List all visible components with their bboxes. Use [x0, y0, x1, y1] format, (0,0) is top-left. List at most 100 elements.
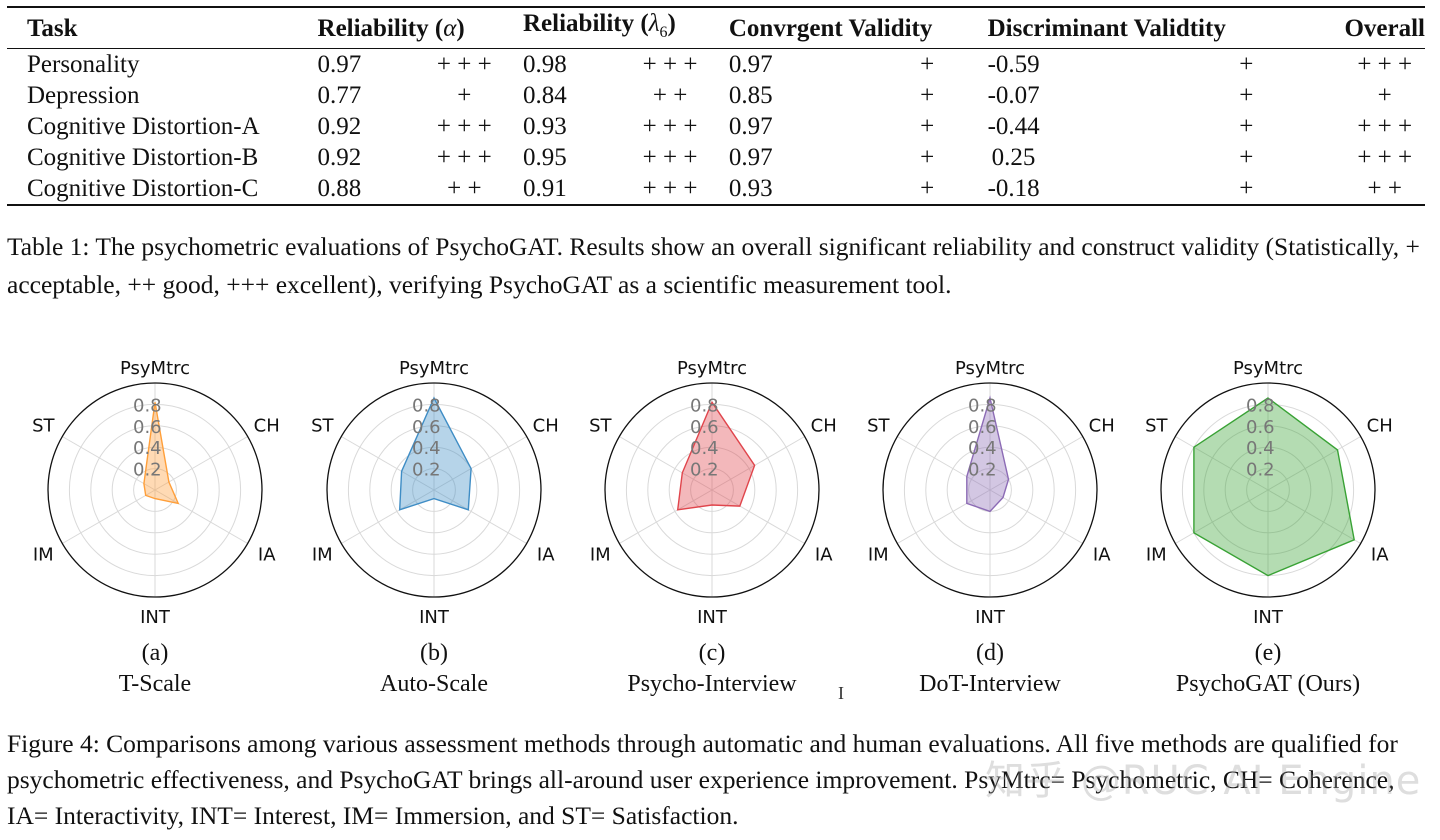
- radar-gridline: [1181, 403, 1355, 577]
- radar-frame: [47, 382, 263, 598]
- header-reliability-alpha: Reliability (α): [317, 14, 465, 42]
- radar-tick-label: 0.6: [690, 417, 719, 438]
- radar-series-c: [676, 400, 756, 511]
- radar-axis-label: IM: [590, 545, 611, 566]
- radar-chart-c: 0.20.40.60.8 PsyMtrc CH IA INT IM ST: [589, 358, 837, 628]
- radar-gridline: [369, 425, 499, 555]
- radar-axis-label: IM: [868, 545, 889, 566]
- cell-alpha: 0.97: [317, 51, 362, 78]
- radar-tick-label: 0.4: [1246, 438, 1275, 459]
- radar-spoke: [897, 489, 991, 544]
- subfigure-b-letter: (b): [420, 640, 448, 666]
- radar-tick-label: 0.8: [968, 395, 997, 416]
- radar-tick-label: 0.2: [133, 460, 162, 481]
- header-convergent: Convrgent Validity: [728, 14, 933, 42]
- radar-axis-label: CH: [811, 416, 837, 437]
- radar-chart-b: 0.20.40.60.8 PsyMtrc CH IA INT IM ST: [311, 358, 559, 628]
- table-row: Cognitive Distortion-A 0.92 + + + 0.93 +…: [7, 111, 1425, 142]
- radar-series-b: [398, 396, 472, 511]
- radar-spoke: [619, 489, 713, 544]
- cell-convergent-mark: +: [920, 51, 935, 78]
- radar-gridline: [925, 425, 1055, 555]
- radar-spoke: [711, 436, 805, 491]
- radar-tick-label: 0.8: [690, 395, 719, 416]
- radar-tick-label: 0.2: [968, 460, 997, 481]
- cell-overall: +: [1377, 82, 1392, 109]
- cell-lambda6: 0.91: [523, 175, 567, 202]
- table-row: Depression 0.77 + 0.84 + + 0.85 + -0.07 …: [7, 80, 1425, 111]
- radar-spoke: [1175, 489, 1269, 544]
- radar-axis-label: IM: [1146, 545, 1167, 566]
- cell-overall: + + +: [1357, 113, 1413, 140]
- cell-alpha: 0.88: [317, 175, 362, 202]
- cell-convergent: 0.85: [728, 82, 773, 109]
- radar-axis-label: PsyMtrc: [1233, 358, 1303, 379]
- cell-overall: + + +: [1357, 51, 1413, 78]
- cell-alpha: 0.92: [317, 144, 362, 171]
- radar-frame: [604, 382, 820, 598]
- header-reliability-lambda: Reliability (λ6): [523, 10, 676, 41]
- cell-alpha-mark: +: [457, 82, 472, 109]
- cell-discriminant: -0.59: [987, 51, 1040, 78]
- radar-tick-label: 0.6: [1246, 417, 1275, 438]
- radar-tick-label: 0.4: [690, 438, 719, 459]
- cell-alpha-mark: + + +: [436, 144, 492, 171]
- radar-axis-label: INT: [419, 607, 450, 628]
- radar-axis-label: INT: [140, 607, 171, 628]
- radar-axis-label: CH: [533, 416, 559, 437]
- cell-lambda6: 0.95: [523, 144, 567, 171]
- radar-spoke: [989, 489, 1083, 544]
- cell-lambda6: 0.84: [523, 82, 567, 109]
- radar-axis-label: IA: [1093, 545, 1111, 566]
- radar-gridline: [690, 468, 734, 512]
- radar-spoke: [897, 436, 991, 491]
- table-header-row: Task Reliability (α) Reliability (λ6) Co…: [7, 7, 1425, 49]
- cell-discriminant-mark: +: [1239, 175, 1254, 202]
- radar-spoke: [1267, 436, 1361, 491]
- radar-axis-label: INT: [697, 607, 728, 628]
- subfigure-a-letter: (a): [141, 640, 169, 666]
- subfigure-d-letter: (d): [976, 640, 1004, 666]
- radar-axis-label: PsyMtrc: [677, 358, 747, 379]
- radar-spoke: [341, 489, 435, 544]
- cell-task: Cognitive Distortion-C: [27, 175, 259, 202]
- radar-series-d: [966, 395, 1010, 513]
- subfigure-d-name: DoT-Interview: [919, 671, 1061, 697]
- cell-alpha-mark: + + +: [436, 51, 492, 78]
- radar-tick-label: 0.4: [968, 438, 997, 459]
- cell-discriminant-mark: +: [1239, 51, 1254, 78]
- subfigure-e-letter: (e): [1254, 640, 1282, 666]
- cell-convergent-mark: +: [920, 175, 935, 202]
- cell-discriminant-mark: +: [1239, 144, 1254, 171]
- radar-chart-a: 0.20.40.60.8 PsyMtrc CH IA INT IM ST: [32, 358, 280, 628]
- radar-tick-label: 0.6: [133, 417, 162, 438]
- radar-gridline: [1224, 446, 1312, 534]
- radar-gridline: [946, 446, 1034, 534]
- figure-caption: Figure 4: Comparisons among various asse…: [7, 729, 1398, 830]
- radar-tick-label: 0.8: [133, 395, 162, 416]
- radar-gridline: [111, 446, 199, 534]
- radar-chart-d: 0.20.40.60.8 PsyMtrc CH IA INT IM ST: [867, 358, 1115, 628]
- cell-discriminant: -0.07: [987, 82, 1040, 109]
- radar-axis-label: CH: [1367, 416, 1393, 437]
- radar-gridline: [133, 468, 177, 512]
- subfigure-e-name: PsychoGAT (Ours): [1175, 671, 1361, 697]
- cell-discriminant: 0.25: [991, 144, 1036, 171]
- cell-overall: + + +: [1357, 144, 1413, 171]
- radar-spoke: [341, 436, 435, 491]
- cell-discriminant: -0.44: [987, 113, 1040, 140]
- radar-gridline: [68, 403, 242, 577]
- table-caption: Table 1: The psychometric evaluations of…: [7, 232, 1420, 299]
- subfigure-c-name: Psycho-Interview: [627, 671, 797, 697]
- radar-gridline: [903, 403, 1077, 577]
- radar-axis-label: CH: [254, 416, 280, 437]
- radar-gridline: [390, 446, 478, 534]
- radar-axis-label: IA: [258, 545, 276, 566]
- radar-spoke: [62, 489, 156, 544]
- cell-lambda6: 0.98: [523, 51, 567, 78]
- radar-spoke: [989, 436, 1083, 491]
- radar-tick-label: 0.4: [412, 438, 441, 459]
- text-cursor-icon: I: [838, 683, 844, 703]
- cell-task: Depression: [27, 82, 140, 109]
- radar-spoke: [619, 436, 713, 491]
